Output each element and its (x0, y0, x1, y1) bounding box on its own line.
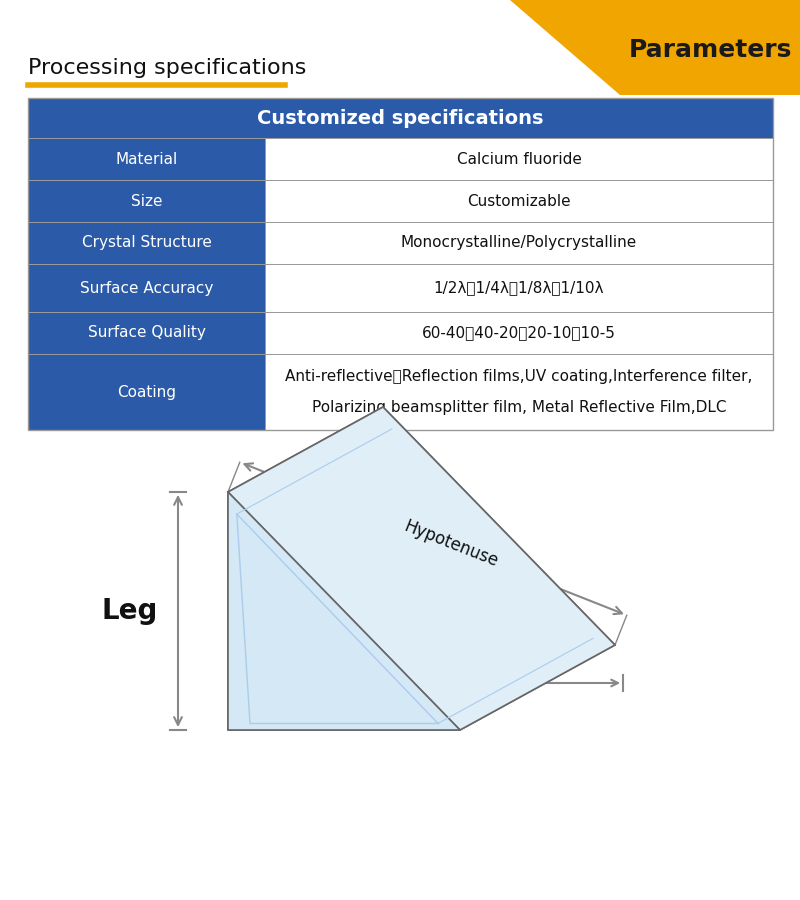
Bar (28, 138, 265, 180)
Text: Customizable: Customizable (467, 194, 571, 209)
Text: Surface Accuracy: Surface Accuracy (80, 281, 213, 295)
Bar (265, 222, 773, 264)
Bar (265, 138, 773, 180)
Text: Coating: Coating (117, 384, 176, 400)
Bar (28, 180, 265, 222)
Bar (28, 312, 265, 354)
Polygon shape (228, 407, 615, 730)
Bar (28, 222, 265, 264)
Text: Size: Size (130, 194, 162, 209)
Text: Leg: Leg (532, 656, 559, 671)
Polygon shape (510, 0, 800, 95)
Bar (265, 180, 773, 222)
Text: Calcium fluoride: Calcium fluoride (457, 151, 582, 166)
Text: Customized specifications: Customized specifications (258, 109, 544, 128)
Bar (265, 312, 773, 354)
Text: Hypotenuse: Hypotenuse (402, 517, 501, 571)
Text: 60-40、40-20、20-10、10-5: 60-40、40-20、20-10、10-5 (422, 326, 616, 340)
Text: Leg: Leg (102, 597, 158, 625)
Polygon shape (228, 492, 460, 730)
Bar (28, 98, 773, 430)
Text: Processing specifications: Processing specifications (28, 58, 306, 78)
Bar (28, 264, 265, 312)
Text: Anti-reflective、Reflection films,UV coating,Interference filter,: Anti-reflective、Reflection films,UV coat… (286, 369, 753, 384)
Text: Monocrystalline/Polycrystalline: Monocrystalline/Polycrystalline (401, 236, 637, 250)
Polygon shape (228, 645, 615, 730)
Text: Parameters: Parameters (628, 38, 792, 62)
Text: Surface Quality: Surface Quality (87, 326, 206, 340)
Text: 1/2λ、1/4λ、1/8λ、1/10λ: 1/2λ、1/4λ、1/8λ、1/10λ (434, 281, 604, 295)
Bar (265, 264, 773, 312)
Text: Crystal Structure: Crystal Structure (82, 236, 211, 250)
Text: Polarizing beamsplitter film, Metal Reflective Film,DLC: Polarizing beamsplitter film, Metal Refl… (312, 400, 726, 415)
Bar (28, 354, 265, 430)
Text: Material: Material (115, 151, 178, 166)
Polygon shape (383, 407, 615, 645)
Polygon shape (228, 407, 383, 730)
Bar (28, 98, 773, 138)
Bar (265, 354, 773, 430)
